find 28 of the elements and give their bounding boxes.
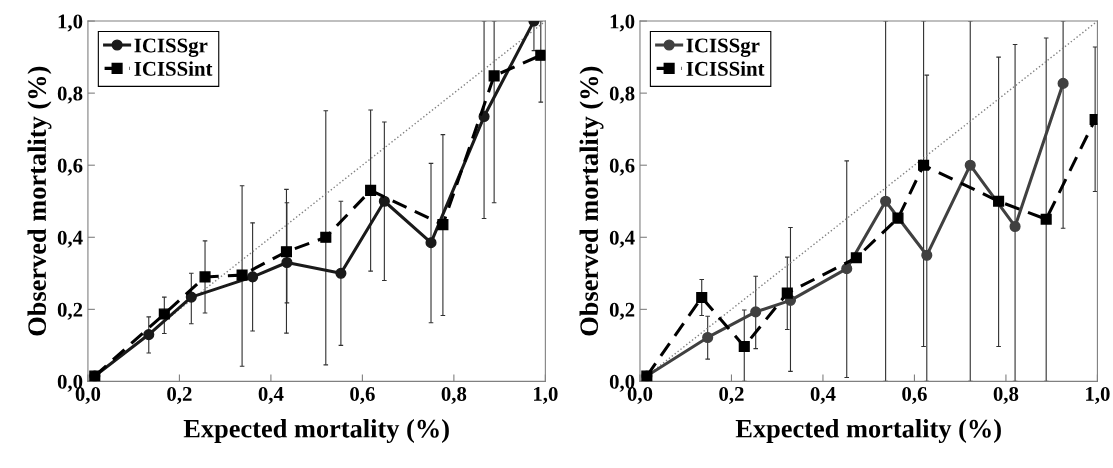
y-tick-label: 0,2 [57,302,83,320]
x-axis-title: Expected mortality (%) [183,419,449,444]
x-tick-label: 0,2 [719,386,744,404]
legend-label: ICISSint [686,61,765,76]
x-axis-title: Expected mortality (%) [735,419,1001,444]
y-tick-label: 0,6 [57,158,83,176]
y-tick-label: 0,6 [609,158,635,176]
x-tick-label: 0,6 [350,386,375,404]
y-tick-label: 1,0 [610,14,635,32]
x-tick-label: 0,4 [258,386,284,404]
x-tick-label: 1,0 [1086,386,1110,404]
x-tick-label: 0,8 [993,386,1019,404]
y-tick-label: 0,4 [57,230,83,248]
y-tick-label: 0,8 [57,86,83,104]
x-tick-label: 0,2 [167,386,192,404]
x-tick-label: 0,6 [902,386,927,404]
legend-label: ICISSgr [134,38,208,57]
x-tick-label: 0,4 [810,386,836,404]
y-tick-label: 0,4 [609,230,635,248]
y-tick-label: 0,8 [609,86,635,104]
legend-label: ICISSint [134,61,213,76]
x-tick-label: 0,8 [441,386,467,404]
x-tick-label: 1,0 [534,386,558,404]
y-tick-label: 1,0 [58,14,83,32]
y-tick-label: 0,2 [609,302,635,320]
legend-label: ICISSgr [686,38,760,57]
y-axis-title: Observed mortality (%) [27,66,52,336]
y-axis-title: Observed mortality (%) [579,66,604,336]
